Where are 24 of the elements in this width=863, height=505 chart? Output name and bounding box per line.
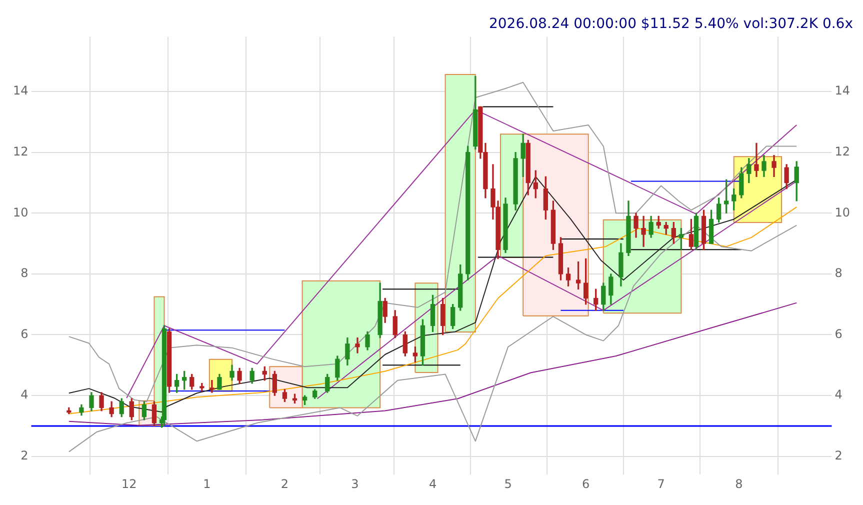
x-tick-label: 8	[735, 476, 743, 491]
y-tick-label: 12	[12, 144, 28, 158]
x-tick-label: 12	[121, 476, 137, 491]
y2-tick-label: 6	[834, 326, 842, 341]
y2-tick-label: 2	[834, 448, 842, 462]
y2-tick-label: 4	[834, 388, 842, 402]
y-tick-label: 4	[20, 388, 28, 402]
x-tick-label: 2	[280, 476, 289, 491]
x-tick-label: 6	[582, 476, 590, 491]
y2-tick-label: 8	[834, 266, 842, 280]
y-tick-label: 2	[20, 448, 28, 462]
y2-tick-label: 10	[834, 205, 850, 220]
y-tick-label: 8	[20, 266, 28, 280]
y2-tick-label: 12	[834, 144, 850, 158]
x-tick-label: 1	[203, 476, 211, 491]
x-tick-label: 3	[351, 476, 359, 491]
y-tick-label: 6	[20, 326, 28, 341]
chart-title: 2026.08.24 00:00:00 $11.52 5.40% vol:307.2K 0.6x	[488, 16, 853, 32]
y-tick-label: 10	[12, 205, 28, 220]
y2-tick-label: 14	[834, 84, 850, 98]
x-tick-label: 5	[504, 476, 512, 491]
x-tick-label: 4	[428, 476, 437, 491]
y-tick-label: 14	[12, 84, 28, 98]
x-tick-label: 7	[657, 476, 665, 491]
